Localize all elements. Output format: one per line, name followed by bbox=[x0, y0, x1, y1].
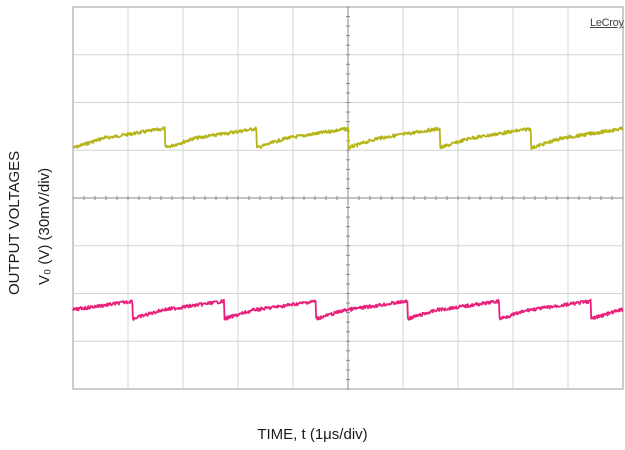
traces bbox=[72, 126, 624, 321]
grid bbox=[72, 6, 624, 390]
series-line-2 bbox=[72, 298, 624, 321]
y-axis-label-line1: OUTPUT VOLTAGES bbox=[6, 150, 23, 295]
brand-label: LeCroy bbox=[590, 17, 624, 29]
series-line-1 bbox=[72, 126, 624, 151]
x-axis-label: TIME, t (1μs/div) bbox=[257, 426, 368, 443]
y-axis-label-line2: V₀ (V) (30mV/div) bbox=[36, 167, 53, 285]
